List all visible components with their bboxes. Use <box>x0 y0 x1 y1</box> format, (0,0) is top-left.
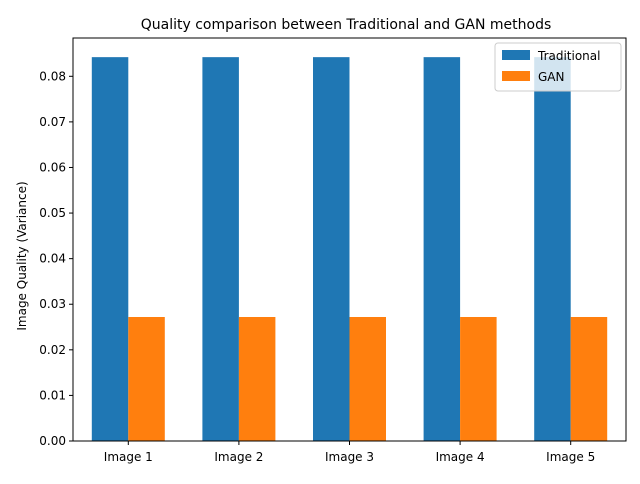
legend-swatch-gan <box>502 71 530 81</box>
bar-traditional-4 <box>423 57 461 441</box>
bar-gan-1 <box>128 317 165 441</box>
y-tick-label: 0.06 <box>39 160 66 174</box>
bar-traditional-3 <box>313 57 350 441</box>
x-tick-label: Image 4 <box>436 450 485 464</box>
x-tick-label: Image 5 <box>546 450 595 464</box>
y-axis-label: Image Quality (Variance) <box>15 181 29 330</box>
y-tick-label: 0.08 <box>39 69 66 83</box>
y-tick-label: 0.01 <box>39 388 66 402</box>
y-tick-label: 0.07 <box>39 115 66 129</box>
y-tick-label: 0.05 <box>39 206 66 220</box>
bar-gan-2 <box>238 317 276 441</box>
bar-gan-3 <box>349 317 386 441</box>
bar-gan-5 <box>570 317 608 441</box>
y-tick-label: 0.04 <box>39 252 66 266</box>
bars-group <box>91 57 608 441</box>
chart-title: Quality comparison between Traditional a… <box>141 17 552 33</box>
y-tick-label: 0.02 <box>39 343 66 357</box>
bar-gan-4 <box>460 317 497 441</box>
bar-traditional-5 <box>534 57 571 441</box>
legend-label-traditional: Traditional <box>537 49 600 63</box>
legend-label-gan: GAN <box>538 70 564 84</box>
y-tick-label: 0.00 <box>39 434 66 448</box>
x-tick-label: Image 1 <box>104 450 153 464</box>
x-tick-label: Image 3 <box>325 450 374 464</box>
bar-traditional-1 <box>91 57 129 441</box>
y-tick-label: 0.03 <box>39 297 66 311</box>
plot-frame <box>72 37 627 442</box>
x-axis-ticks: Image 1 Image 2 Image 3 Image 4 Image 5 <box>104 441 595 464</box>
legend: Traditional GAN <box>494 42 622 92</box>
x-tick-label: Image 2 <box>214 450 263 464</box>
bar-traditional-2 <box>202 57 239 441</box>
legend-swatch-traditional <box>502 50 530 60</box>
y-axis-ticks: 0.00 0.01 0.02 0.03 0.04 0.05 0.06 0.07 0.08 <box>39 69 73 448</box>
